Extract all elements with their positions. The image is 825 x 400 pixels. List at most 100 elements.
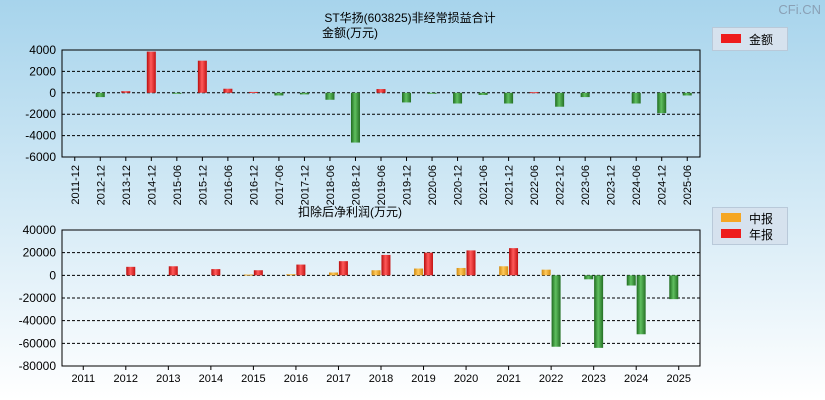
y-tick-label-1: -60000 bbox=[19, 336, 57, 350]
x-tick-label-1: 2017 bbox=[326, 373, 350, 385]
x-tick-label-1: 2023 bbox=[581, 373, 605, 385]
y-tick-label-0: -2000 bbox=[25, 107, 56, 121]
x-tick-label-1: 2014 bbox=[199, 373, 223, 385]
bar-0-0 bbox=[478, 92, 488, 95]
x-tick-label-0: 2020-06 bbox=[427, 165, 439, 205]
x-tick-label-0: 2018-12 bbox=[350, 165, 362, 205]
bar-0-0 bbox=[555, 92, 565, 107]
bar-1-1 bbox=[636, 275, 646, 335]
legend-bottom: 中报 年报 bbox=[712, 207, 788, 245]
x-tick-label-1: 2022 bbox=[539, 373, 563, 385]
bar-1-1 bbox=[211, 269, 221, 276]
x-tick-label-1: 2021 bbox=[496, 373, 520, 385]
bar-0-0 bbox=[274, 92, 284, 96]
y-tick-label-1: 20000 bbox=[23, 246, 57, 260]
legend-label-amount: 金额 bbox=[749, 33, 774, 47]
bar-1-1 bbox=[509, 248, 519, 276]
bar-0-0 bbox=[95, 92, 105, 98]
x-tick-label-0: 2017-06 bbox=[274, 165, 286, 205]
bar-0-0 bbox=[427, 92, 437, 94]
bar-1-1 bbox=[253, 270, 263, 276]
x-tick-label-0: 2025-06 bbox=[682, 165, 694, 205]
bar-0-0 bbox=[197, 60, 207, 93]
x-tick-label-1: 2018 bbox=[369, 373, 393, 385]
x-tick-label-1: 2016 bbox=[284, 373, 308, 385]
x-tick-label-0: 2015-12 bbox=[197, 165, 209, 205]
y-axis-label-0: 金额(万元) bbox=[322, 25, 378, 40]
x-tick-label-1: 2020 bbox=[454, 373, 478, 385]
x-tick-label-1: 2015 bbox=[241, 373, 265, 385]
bar-0-0 bbox=[350, 92, 360, 143]
chart-title-0: ST华扬(603825)非经常损益合计 bbox=[324, 10, 495, 25]
x-tick-label-0: 2011-12 bbox=[70, 165, 82, 205]
bar-1-1 bbox=[423, 252, 433, 276]
x-tick-label-0: 2017-12 bbox=[299, 165, 311, 205]
y-tick-label-0: -4000 bbox=[25, 129, 56, 143]
bar-1-0 bbox=[414, 268, 424, 276]
bar-0-0 bbox=[146, 51, 156, 93]
x-tick-label-0: 2020-12 bbox=[453, 165, 465, 205]
bar-0-0 bbox=[529, 92, 539, 94]
bar-1-0 bbox=[286, 274, 296, 276]
bar-1-1 bbox=[126, 266, 136, 276]
x-tick-label-1: 2025 bbox=[666, 373, 690, 385]
bar-1-1 bbox=[466, 250, 476, 276]
x-tick-label-0: 2014-12 bbox=[146, 165, 158, 205]
legend-top: 金额 bbox=[712, 27, 788, 51]
x-tick-label-0: 2022-06 bbox=[529, 165, 541, 205]
bar-1-0 bbox=[371, 270, 381, 276]
bar-1-1 bbox=[168, 266, 178, 276]
x-tick-label-0: 2012-12 bbox=[95, 165, 107, 205]
y-tick-label-1: -80000 bbox=[19, 359, 57, 373]
bar-0-0 bbox=[172, 92, 182, 94]
bar-0-0 bbox=[453, 92, 463, 104]
bar-0-0 bbox=[299, 92, 309, 95]
bar-1-1 bbox=[594, 275, 604, 348]
y-tick-label-1: -40000 bbox=[19, 314, 57, 328]
bar-1-0 bbox=[499, 266, 509, 276]
bar-0-0 bbox=[325, 92, 335, 100]
y-tick-label-0: -6000 bbox=[25, 150, 56, 164]
x-tick-label-0: 2016-12 bbox=[248, 165, 260, 205]
bar-0-0 bbox=[121, 91, 131, 93]
bar-0-0 bbox=[657, 92, 667, 114]
bar-0-0 bbox=[402, 92, 412, 103]
x-tick-label-1: 2024 bbox=[624, 373, 648, 385]
legend-swatch-amount bbox=[721, 34, 741, 43]
bar-1-0 bbox=[626, 275, 636, 286]
y-tick-label-1: -20000 bbox=[19, 291, 57, 305]
bar-1-1 bbox=[381, 254, 391, 276]
x-tick-label-0: 2022-12 bbox=[555, 165, 567, 205]
x-tick-label-0: 2024-12 bbox=[657, 165, 669, 205]
y-tick-label-0: 0 bbox=[49, 86, 56, 100]
legend-swatch-annual bbox=[721, 229, 741, 238]
bar-0-0 bbox=[376, 89, 386, 93]
y-tick-label-0: 2000 bbox=[29, 64, 56, 78]
legend-swatch-interim bbox=[721, 213, 741, 222]
bar-1-1 bbox=[551, 275, 561, 347]
x-tick-label-1: 2019 bbox=[411, 373, 435, 385]
x-tick-label-1: 2013 bbox=[156, 373, 180, 385]
x-tick-label-1: 2012 bbox=[114, 373, 138, 385]
chart-title-1: 扣除后净利润(万元) bbox=[298, 204, 402, 219]
legend-label-interim: 中报 bbox=[749, 212, 774, 226]
y-tick-label-1: 0 bbox=[49, 268, 56, 282]
bar-0-0 bbox=[580, 92, 590, 98]
x-tick-label-0: 2019-12 bbox=[402, 165, 414, 205]
bar-1-0 bbox=[541, 269, 551, 276]
x-tick-label-0: 2018-06 bbox=[325, 165, 337, 205]
bar-0-0 bbox=[682, 92, 692, 96]
bar-1-0 bbox=[329, 272, 339, 276]
bar-1-0 bbox=[456, 267, 466, 276]
x-tick-label-0: 2024-06 bbox=[631, 165, 643, 205]
y-tick-label-0: 4000 bbox=[29, 43, 56, 57]
x-tick-label-1: 2011 bbox=[71, 373, 95, 385]
bar-0-0 bbox=[504, 92, 514, 104]
legend-label-annual: 年报 bbox=[749, 228, 774, 242]
bar-1-0 bbox=[243, 274, 253, 276]
x-tick-label-0: 2023-12 bbox=[606, 165, 618, 205]
x-tick-label-0: 2023-06 bbox=[580, 165, 592, 205]
bar-0-0 bbox=[631, 92, 641, 104]
